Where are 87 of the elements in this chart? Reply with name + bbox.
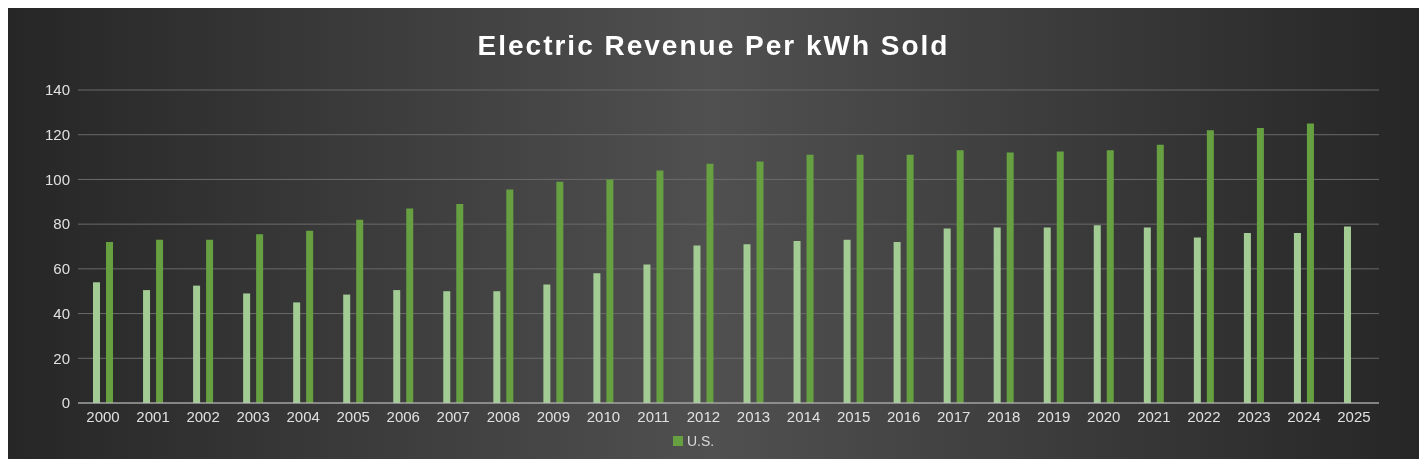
y-tick-label: 20: [53, 349, 70, 367]
x-tick-label: 2014: [786, 407, 821, 425]
bar: [443, 291, 451, 403]
x-tick-label: 2021: [1137, 407, 1171, 425]
bar: [193, 285, 201, 403]
bar: [206, 239, 214, 403]
bar: [893, 242, 901, 403]
legend-label: U.S.: [685, 433, 715, 449]
bar: [1343, 226, 1351, 403]
bar: [656, 170, 664, 403]
x-tick-label: 2009: [536, 407, 571, 425]
x-tick-label: 2006: [386, 407, 420, 425]
x-tick-label: 2024: [1287, 407, 1321, 425]
bar: [1256, 128, 1264, 403]
bar: [1143, 227, 1151, 403]
bar: [356, 219, 364, 403]
bar: [1293, 233, 1301, 403]
x-tick-label: 2003: [236, 407, 270, 425]
bar: [243, 293, 251, 403]
x-tick-label: 2023: [1237, 407, 1271, 425]
bar: [806, 154, 814, 403]
bar: [643, 264, 651, 403]
bar: [1156, 144, 1164, 403]
chart-title: Electric Revenue Per kWh Sold: [476, 29, 951, 63]
bar: [793, 240, 801, 403]
x-tick-label: 2019: [1037, 407, 1071, 425]
x-tick-label: 2012: [686, 407, 721, 425]
x-tick-label: 2007: [436, 407, 470, 425]
bar: [293, 302, 301, 403]
bar: [606, 179, 614, 403]
bar: [1006, 152, 1014, 403]
x-tick-label: 2018: [987, 407, 1021, 425]
y-tick-label: 120: [44, 126, 70, 144]
bar: [1093, 225, 1101, 403]
bar: [1243, 233, 1251, 403]
bar: [306, 230, 314, 403]
x-tick-label: 2002: [186, 407, 220, 425]
bar: [493, 291, 501, 403]
x-tick-label: 2005: [336, 407, 370, 425]
x-tick-label: 2008: [486, 407, 521, 425]
y-tick-label: 100: [44, 170, 70, 188]
bar: [543, 284, 551, 403]
bar: [156, 239, 164, 403]
bar: [406, 208, 414, 403]
bar: [393, 290, 401, 403]
bar: [743, 244, 751, 403]
x-tick-label: 2025: [1337, 407, 1371, 425]
bar: [256, 234, 264, 403]
x-tick-label: 2004: [286, 407, 320, 425]
x-tick-label: 2001: [136, 407, 170, 425]
x-tick-label: 2011: [637, 407, 670, 425]
bar: [956, 150, 964, 403]
x-tick-label: 2020: [1087, 407, 1121, 425]
bar: [1106, 150, 1114, 403]
bar: [993, 227, 1001, 403]
y-tick-label: 0: [61, 394, 70, 412]
x-tick-label: 2016: [886, 407, 921, 425]
bar: [706, 163, 714, 403]
bar: [843, 239, 851, 403]
bar: [693, 245, 701, 403]
x-tick-label: 2017: [936, 407, 971, 425]
bar: [506, 189, 514, 403]
x-tick-label: 2010: [586, 407, 621, 425]
bar: [556, 181, 564, 403]
y-tick-label: 80: [53, 215, 70, 233]
x-tick-label: 2022: [1187, 407, 1221, 425]
bar: [456, 204, 464, 403]
bar: [756, 161, 764, 403]
bar: [1193, 237, 1201, 403]
bar: [343, 294, 351, 403]
bar: [906, 154, 914, 403]
x-tick-label: 2015: [836, 407, 871, 425]
bar: [856, 154, 864, 403]
y-tick-label: 140: [44, 81, 70, 99]
bar: [143, 290, 151, 403]
x-tick-label: 2013: [736, 407, 771, 425]
x-tick-label: 2000: [86, 407, 120, 425]
y-tick-label: 60: [53, 260, 70, 278]
bar: [943, 228, 951, 403]
bar: [93, 282, 101, 403]
bar: [593, 273, 601, 403]
y-tick-label: 40: [53, 304, 70, 322]
bar: [1056, 151, 1064, 403]
bar: [1043, 227, 1051, 403]
bar: [1306, 123, 1314, 403]
bar: [1206, 130, 1214, 403]
bar: [106, 242, 114, 403]
